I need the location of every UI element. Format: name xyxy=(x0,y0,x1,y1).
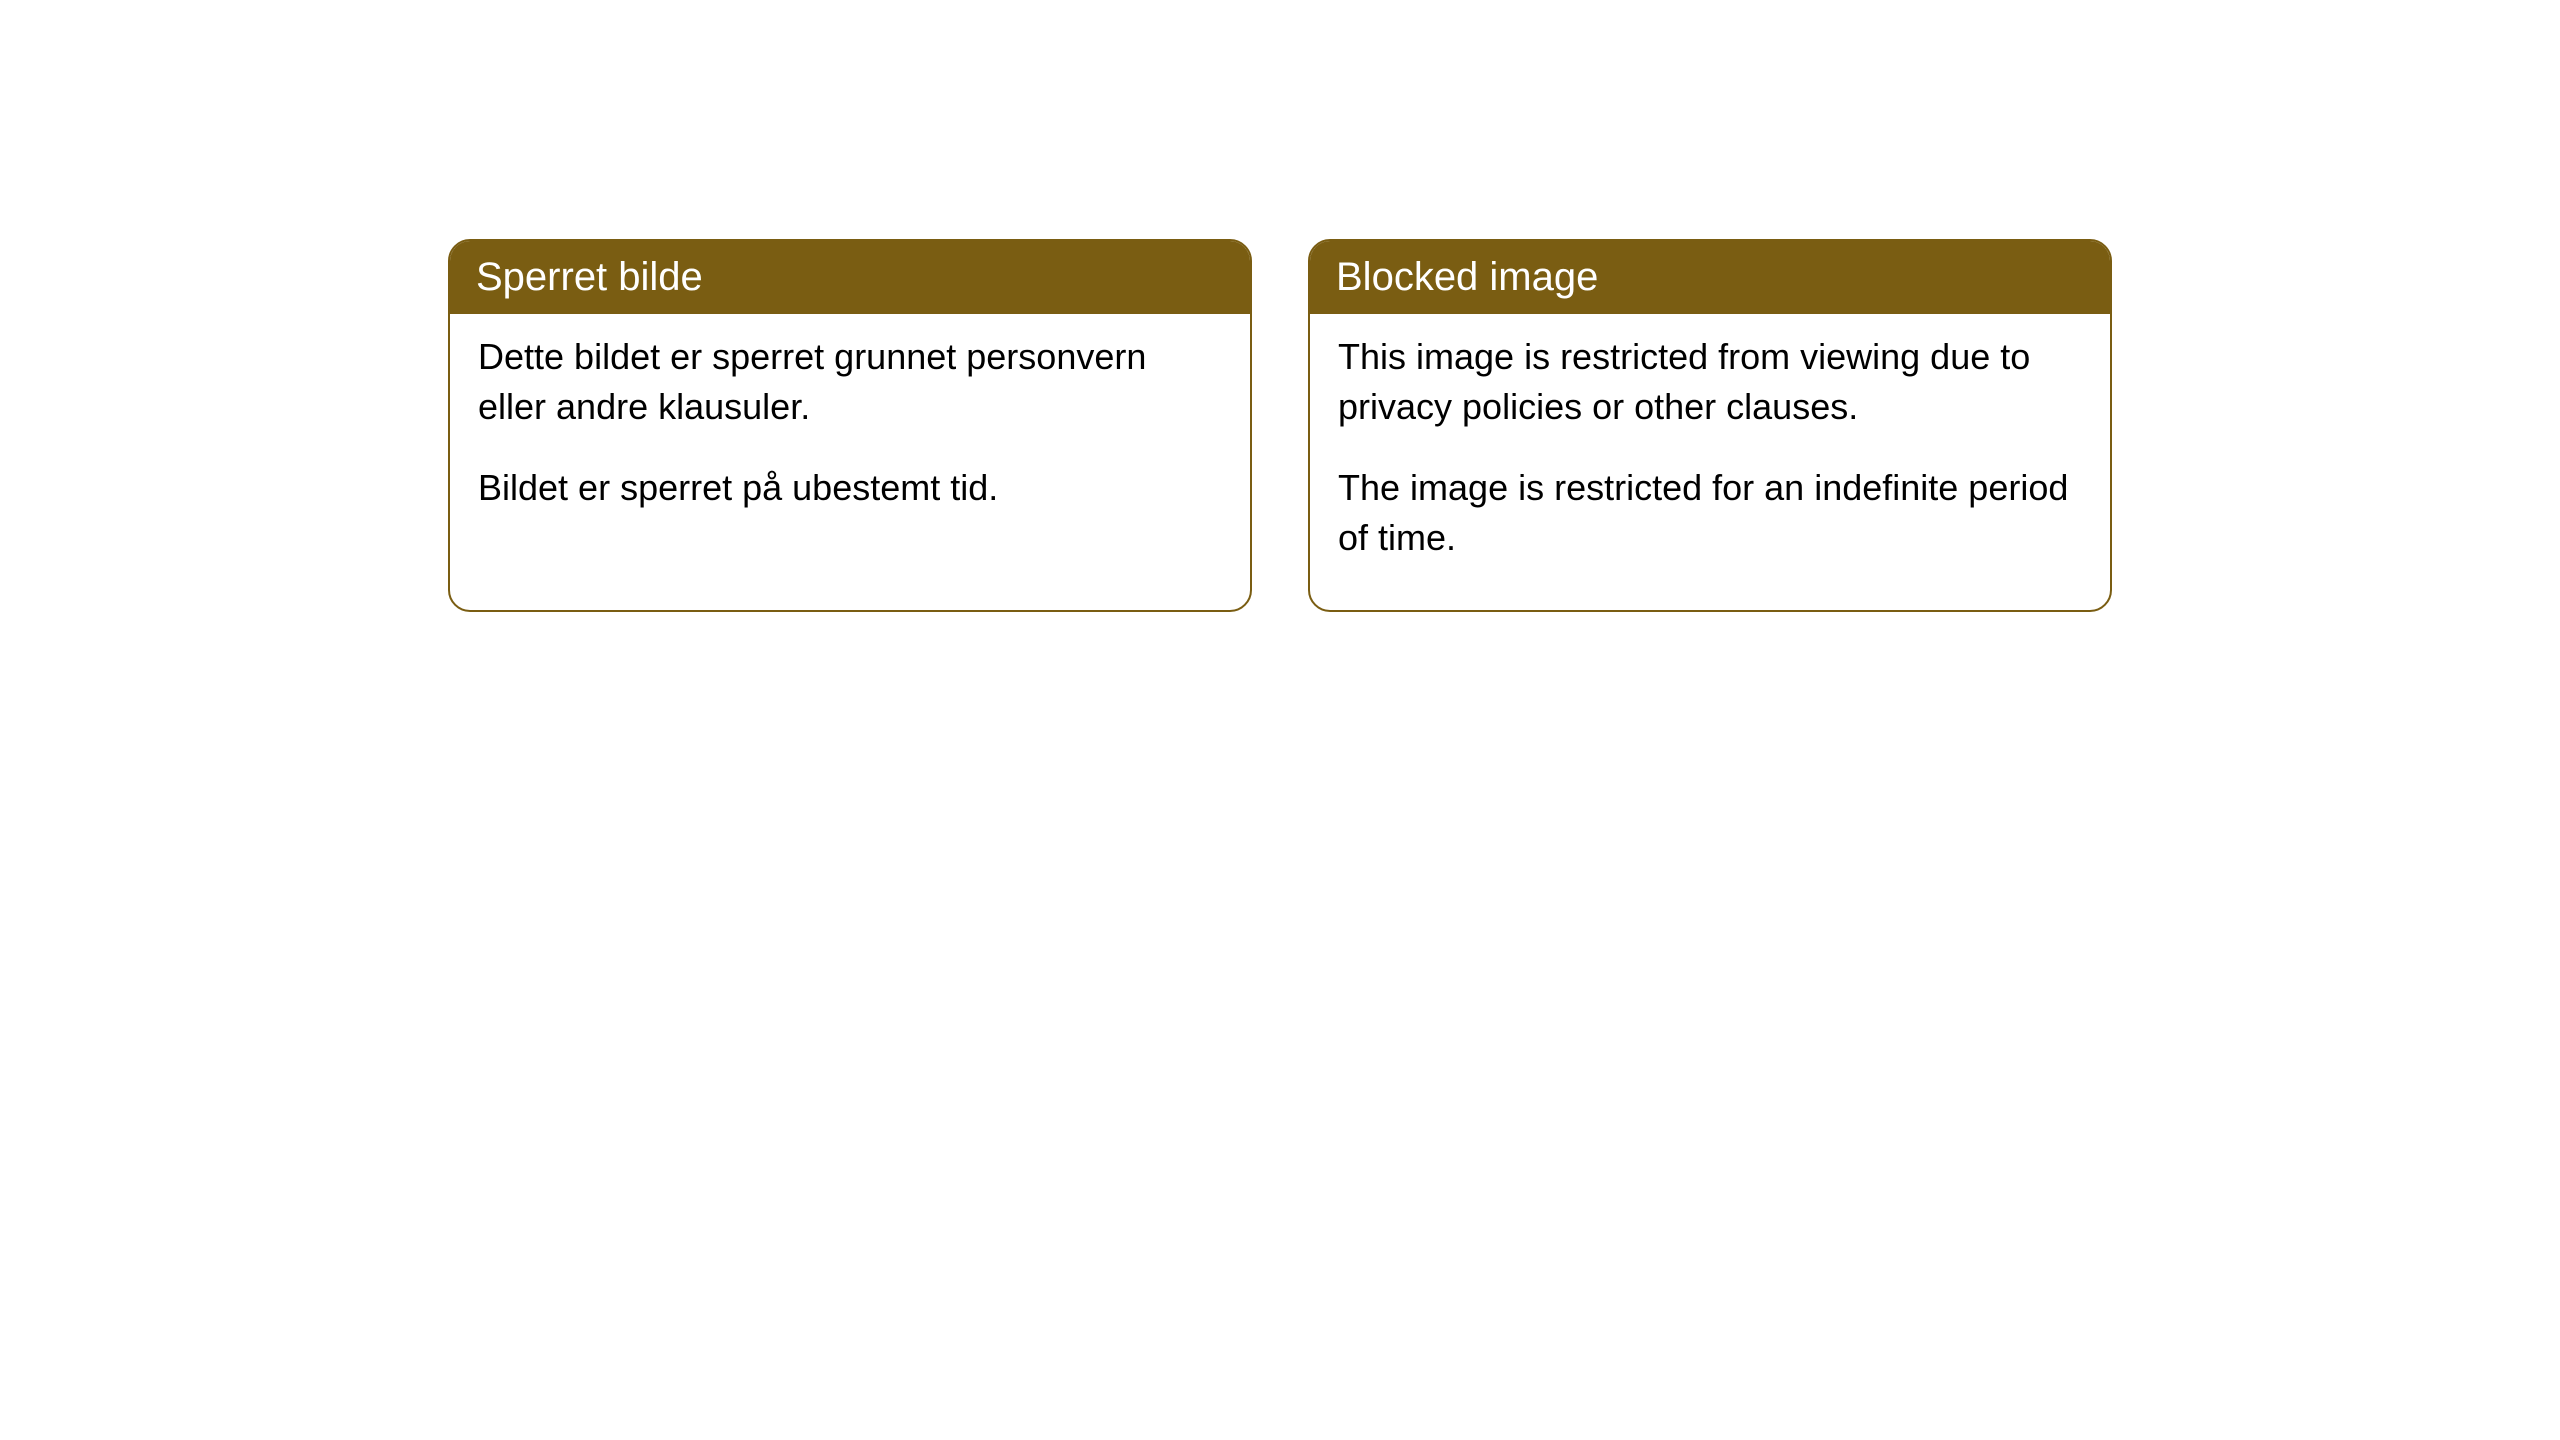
card-paragraph: Dette bildet er sperret grunnet personve… xyxy=(478,332,1222,433)
card-paragraph: The image is restricted for an indefinit… xyxy=(1338,463,2082,564)
notice-card-english: Blocked image This image is restricted f… xyxy=(1308,239,2112,612)
card-body-english: This image is restricted from viewing du… xyxy=(1310,314,2110,610)
card-header-norwegian: Sperret bilde xyxy=(450,241,1250,314)
card-header-english: Blocked image xyxy=(1310,241,2110,314)
card-body-norwegian: Dette bildet er sperret grunnet personve… xyxy=(450,314,1250,559)
card-paragraph: Bildet er sperret på ubestemt tid. xyxy=(478,463,1222,513)
notice-cards-container: Sperret bilde Dette bildet er sperret gr… xyxy=(448,239,2112,612)
notice-card-norwegian: Sperret bilde Dette bildet er sperret gr… xyxy=(448,239,1252,612)
card-paragraph: This image is restricted from viewing du… xyxy=(1338,332,2082,433)
